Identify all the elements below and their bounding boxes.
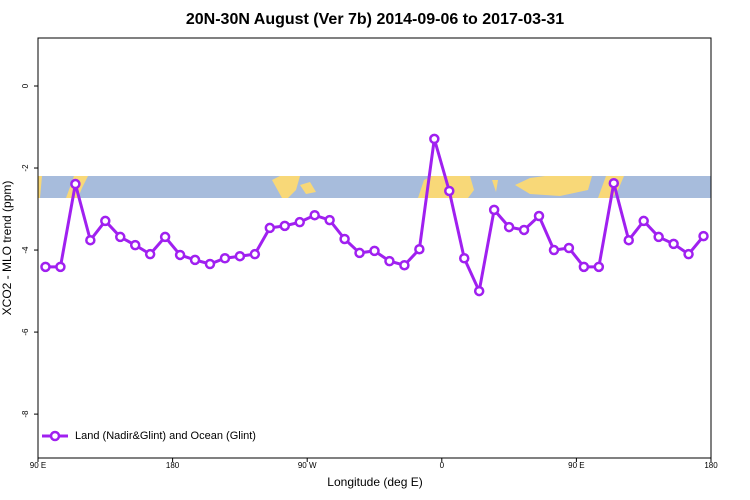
x-tick-label: 90 E [30,461,46,470]
point [85,234,96,246]
point [204,258,216,270]
x-tick-label: 180 [166,461,180,470]
point [444,185,455,197]
point [100,215,111,227]
point [668,238,679,250]
point [115,231,126,243]
point [70,178,81,190]
point [653,231,664,243]
point [429,133,440,145]
point [279,220,291,232]
y-tick-label: -8 [21,410,30,418]
point [548,244,560,256]
legend-label: Land (Nadir&Glint) and Ocean (Glint) [75,430,256,442]
point [414,243,425,255]
point [264,222,276,234]
point [339,233,350,245]
point [219,253,231,264]
point [683,248,694,260]
point [324,214,335,226]
point [129,239,141,251]
map-strip [38,176,711,198]
point [249,248,261,260]
x-tick-label: 90 E [568,461,584,470]
point [638,215,649,227]
y-tick-label: -4 [21,246,30,254]
point [578,261,590,273]
chart-title: 20N-30N August (Ver 7b) 2014-09-06 to 20… [186,11,564,28]
x-axis-label: Longitude (deg E) [327,475,422,489]
x-tick-label: 0 [440,461,445,470]
x-tick-label: 180 [704,461,718,470]
x-tick-label: 90 W [298,461,317,470]
point [563,242,575,254]
point [234,250,246,262]
point [354,247,365,259]
legend-marker [49,430,61,442]
point [40,261,51,273]
point [488,204,500,216]
point [55,261,66,273]
y-tick-label: 0 [21,83,30,88]
point [593,261,605,273]
point [159,231,171,243]
point [473,285,485,297]
point [533,210,545,222]
point [608,177,620,189]
point [189,254,201,266]
series-line [45,138,705,297]
plot-frame [37,37,712,459]
y-axis-label: XCO2 - MLO trend (ppm) [0,181,14,316]
point [399,259,410,271]
point [294,216,305,228]
point [144,248,156,260]
point [698,230,709,242]
point [384,255,395,267]
point [309,209,320,221]
point [503,221,515,233]
point [623,234,634,246]
point [174,249,186,261]
y-tick-label: -6 [21,328,30,336]
point [458,253,470,264]
y-tick-label: -2 [21,164,30,172]
point [369,245,380,257]
point [518,224,530,236]
